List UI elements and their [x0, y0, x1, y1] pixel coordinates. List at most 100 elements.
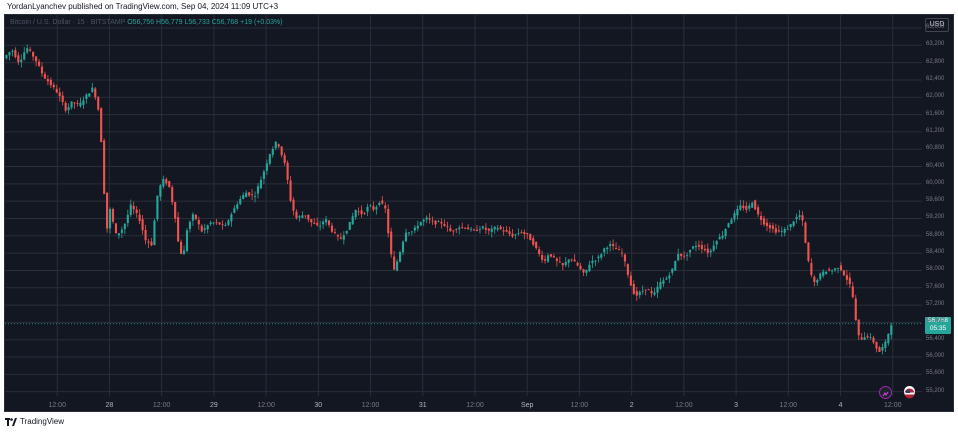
candle	[449, 224, 452, 232]
candle	[721, 230, 724, 240]
candle	[35, 56, 38, 67]
candle	[64, 101, 67, 113]
candle-body	[514, 234, 517, 236]
candle	[751, 201, 754, 208]
candle-body	[632, 283, 635, 294]
candle	[455, 228, 458, 234]
candle-body	[831, 270, 834, 272]
candle-body	[191, 214, 194, 221]
candle-body	[567, 259, 570, 263]
currency-button[interactable]: USD	[925, 18, 949, 32]
candle-body	[106, 192, 109, 229]
candle-body	[49, 79, 52, 86]
candle	[467, 224, 470, 230]
candle-body	[623, 254, 627, 262]
flag-icon[interactable]	[904, 386, 915, 399]
candle	[236, 201, 239, 211]
candle-body	[274, 141, 277, 149]
candle-body	[579, 265, 582, 270]
candle-body	[206, 225, 209, 230]
candle	[677, 248, 680, 262]
candle-body	[881, 347, 884, 351]
candle-body	[768, 225, 772, 229]
candle-body	[443, 224, 446, 227]
candle-body	[221, 224, 224, 226]
candle	[774, 223, 777, 235]
candle-body	[691, 246, 695, 249]
candle	[354, 209, 357, 220]
candle	[484, 223, 487, 235]
candle-body	[103, 140, 106, 194]
candle	[502, 226, 505, 236]
symbol-name[interactable]: Bitcoin / U.S. Dollar · 15 · BITSTAMP	[10, 19, 126, 26]
candle	[878, 345, 881, 353]
candle-body	[141, 219, 144, 231]
candle	[322, 219, 325, 229]
candle	[251, 189, 254, 201]
candle	[114, 222, 118, 234]
candle-body	[440, 221, 443, 224]
candle-body	[798, 215, 801, 218]
candle	[174, 201, 177, 223]
candle	[401, 240, 405, 256]
candle	[579, 262, 582, 271]
candle	[345, 230, 348, 235]
candle	[691, 245, 695, 250]
candle	[464, 227, 467, 230]
y-tick-label: 56,400	[926, 335, 945, 342]
candle	[348, 221, 351, 231]
candle	[360, 205, 363, 218]
candle-body	[780, 231, 783, 232]
candle	[514, 233, 517, 240]
candle	[617, 245, 621, 251]
candle	[298, 214, 301, 222]
candle-body	[82, 100, 85, 105]
candle-body	[650, 291, 653, 294]
candle	[517, 228, 520, 236]
candle-body	[295, 211, 298, 219]
candle-body	[171, 187, 174, 203]
candle-body	[292, 199, 295, 211]
candle-body	[508, 231, 511, 234]
ohlc-values: O56,756 H56,779 L56,733 C56,768	[127, 19, 239, 26]
candle-body	[43, 74, 47, 79]
candle	[644, 289, 647, 296]
candle	[641, 285, 644, 295]
candle-body	[668, 275, 671, 279]
indicator-icon[interactable]	[879, 386, 892, 399]
candle	[606, 246, 609, 254]
candle	[703, 244, 706, 252]
candle	[419, 221, 422, 227]
candle-body	[32, 52, 35, 57]
candle	[567, 258, 570, 268]
candle	[268, 153, 271, 166]
candle-body	[493, 226, 496, 230]
candle	[26, 44, 29, 54]
candle	[5, 54, 8, 60]
candle-body	[496, 228, 499, 230]
candle	[718, 233, 721, 240]
x-tick-label: 12:00	[466, 402, 484, 409]
candle-body	[8, 52, 11, 56]
candle-body	[52, 84, 55, 88]
candle-body	[144, 229, 147, 241]
candle	[709, 248, 712, 257]
candle	[262, 169, 265, 185]
x-tick-label: 12:00	[570, 402, 589, 409]
candle-body	[505, 230, 508, 232]
candle-body	[209, 222, 212, 225]
candle	[292, 197, 295, 216]
candle	[194, 214, 197, 221]
candle-body	[585, 269, 588, 273]
candle-body	[789, 224, 792, 228]
candle-body	[757, 207, 760, 215]
candle-body	[256, 186, 260, 194]
candle	[396, 259, 399, 272]
candle-body	[523, 232, 526, 235]
candle-body	[212, 222, 215, 224]
candle-body	[484, 227, 487, 230]
tradingview-logo[interactable]: TradingView	[5, 417, 64, 426]
candle	[165, 177, 168, 186]
candle	[555, 257, 558, 267]
